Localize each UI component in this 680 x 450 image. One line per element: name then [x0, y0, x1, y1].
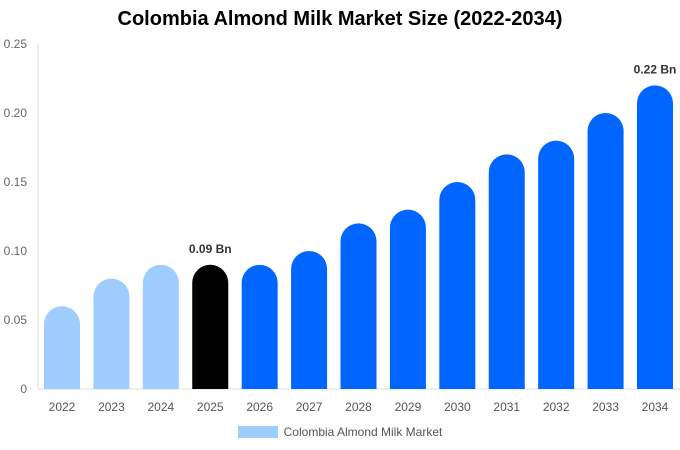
bar-2029 [389, 209, 426, 389]
data-label-2025: 0.09 Bn [189, 242, 232, 256]
bar-2032 [538, 140, 575, 389]
x-tick-label: 2025 [197, 400, 224, 414]
bar-2022 [44, 306, 80, 389]
bar-2030 [439, 182, 476, 389]
x-tick-label: 2031 [493, 400, 520, 414]
bar-2031 [488, 154, 525, 389]
x-tick-label: 2023 [98, 400, 125, 414]
x-tick-label: 2022 [49, 400, 76, 414]
bar-2025 [192, 264, 229, 389]
chart-title: Colombia Almond Milk Market Size (2022-2… [117, 8, 563, 30]
x-tick-label: 2033 [592, 400, 619, 414]
y-tick-label: 0.20 [4, 106, 28, 120]
y-tick-label: 0.25 [4, 37, 28, 51]
x-tick-label: 2027 [296, 400, 323, 414]
bar-2028 [340, 223, 377, 389]
x-tick-label: 2029 [395, 400, 422, 414]
bar-2033 [587, 113, 624, 389]
x-tick-label: 2028 [345, 400, 372, 414]
x-tick-label: 2032 [543, 400, 570, 414]
x-tick-label: 2034 [642, 400, 669, 414]
x-tick-label: 2024 [147, 400, 174, 414]
bar-2023 [93, 278, 130, 389]
y-tick-label: 0.10 [4, 244, 28, 258]
bar-2027 [291, 251, 328, 389]
bar-2026 [241, 264, 278, 389]
legend: Colombia Almond Milk Market [0, 425, 680, 439]
y-tick-label: 0 [20, 382, 27, 396]
bar-2024 [142, 264, 179, 389]
x-tick-label: 2030 [444, 400, 471, 414]
legend-label: Colombia Almond Milk Market [283, 425, 443, 439]
x-tick-label: 2026 [246, 400, 273, 414]
bar-2034 [637, 85, 673, 390]
data-label-2034: 0.22 Bn [634, 62, 677, 76]
y-tick-label: 0.15 [4, 175, 28, 189]
y-tick-label: 0.05 [4, 313, 28, 327]
legend-swatch [237, 426, 278, 438]
